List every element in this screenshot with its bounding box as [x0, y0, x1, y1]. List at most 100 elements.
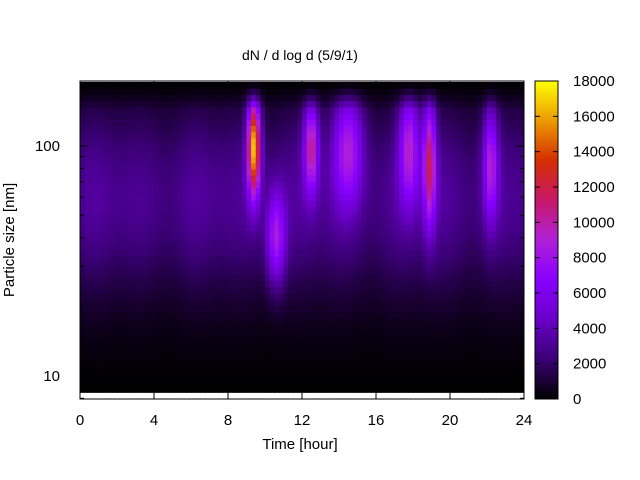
heatmap-cell — [343, 113, 349, 120]
heatmap-cell — [468, 379, 474, 387]
heatmap-cell — [251, 144, 257, 151]
heatmap-cell — [491, 162, 497, 170]
heatmap-cell — [487, 156, 493, 164]
heatmap-cell — [339, 323, 345, 331]
heatmap-cell — [172, 206, 178, 213]
heatmap-cell — [98, 268, 104, 275]
heatmap-cell — [218, 181, 224, 189]
heatmap-cell — [117, 199, 123, 207]
heatmap-cell — [491, 274, 497, 282]
heatmap-cell — [315, 175, 322, 182]
heatmap-cell — [440, 361, 446, 369]
heatmap-cell — [487, 243, 493, 251]
heatmap-cell — [163, 311, 169, 319]
heatmap-cell — [93, 237, 100, 244]
heatmap-cell — [408, 100, 414, 108]
heatmap-cell — [426, 255, 433, 263]
heatmap-cell — [292, 274, 298, 282]
heatmap-cell — [339, 336, 345, 344]
heatmap-cell — [283, 292, 289, 300]
heatmap-cell — [329, 274, 335, 282]
heatmap-cell — [431, 199, 437, 207]
heatmap-cell — [366, 106, 372, 114]
heatmap-cell — [163, 113, 169, 120]
heatmap-cell — [459, 181, 465, 189]
heatmap-cell — [195, 144, 201, 151]
heatmap-cell — [144, 230, 150, 238]
heatmap-cell — [477, 348, 483, 356]
heatmap-cell — [209, 144, 215, 151]
heatmap-cell — [204, 373, 211, 381]
heatmap-cell — [140, 106, 146, 114]
heatmap-cell — [260, 237, 266, 244]
heatmap-cell — [103, 81, 109, 89]
heatmap-cell — [107, 212, 113, 220]
heatmap-cell — [278, 292, 285, 300]
heatmap-cell — [357, 348, 363, 356]
heatmap-cell — [352, 336, 359, 344]
heatmap-cell — [487, 386, 493, 393]
heatmap-cell — [297, 94, 303, 102]
heatmap-cell — [422, 348, 428, 356]
heatmap-cell — [348, 336, 354, 344]
heatmap-cell — [255, 348, 261, 356]
heatmap-cell — [181, 175, 187, 182]
heatmap-cell — [283, 249, 289, 257]
heatmap-cell — [274, 230, 280, 238]
heatmap-cell — [117, 206, 123, 213]
heatmap-cell — [403, 379, 409, 387]
heatmap-cell — [413, 81, 419, 89]
heatmap-cell — [477, 336, 483, 344]
heatmap-cell — [93, 206, 100, 213]
heatmap-cell — [500, 156, 507, 164]
heatmap-cell — [325, 113, 331, 120]
heatmap-cell — [440, 243, 446, 251]
heatmap-cell — [445, 193, 451, 201]
heatmap-cell — [329, 386, 335, 393]
heatmap-cell — [237, 199, 243, 207]
heatmap-cell — [371, 243, 377, 251]
heatmap-cell — [228, 292, 234, 300]
heatmap-cell — [431, 330, 437, 337]
heatmap-cell — [505, 268, 511, 275]
heatmap-cell — [121, 94, 127, 102]
heatmap-cell — [403, 386, 409, 393]
heatmap-cell — [487, 206, 493, 213]
heatmap-cell — [380, 299, 386, 306]
heatmap-cell — [422, 94, 428, 102]
heatmap-cell — [144, 218, 150, 226]
heatmap-cell — [366, 243, 372, 251]
heatmap-cell — [228, 106, 234, 114]
heatmap-cell — [348, 230, 354, 238]
heatmap-cell — [84, 379, 90, 387]
heatmap-cell — [167, 292, 174, 300]
heatmap-cell — [380, 150, 386, 158]
heatmap-cell — [519, 286, 524, 294]
heatmap-cell — [112, 187, 118, 195]
heatmap-cell — [477, 286, 483, 294]
heatmap-cell — [329, 323, 335, 331]
heatmap-cell — [246, 113, 252, 120]
heatmap-cell — [274, 243, 280, 251]
heatmap-cell — [107, 119, 113, 127]
heatmap-cell — [163, 255, 169, 263]
heatmap-cell — [269, 119, 275, 127]
heatmap-cell — [422, 131, 428, 139]
heatmap-cell — [343, 106, 349, 114]
heatmap-cell — [93, 94, 100, 102]
heatmap-cell — [214, 243, 220, 251]
heatmap-cell — [510, 125, 516, 133]
heatmap-cell — [376, 88, 382, 95]
heatmap-cell — [214, 193, 220, 201]
heatmap-cell — [228, 386, 234, 393]
heatmap-cell — [93, 81, 100, 89]
heatmap-cell — [274, 305, 280, 313]
heatmap-cell — [149, 311, 155, 319]
heatmap-cell — [343, 237, 349, 244]
heatmap-cell — [98, 162, 104, 170]
heatmap-cell — [89, 218, 95, 226]
heatmap-cell — [371, 94, 377, 102]
heatmap-cell — [477, 144, 483, 151]
heatmap-cell — [149, 286, 155, 294]
heatmap-cell — [228, 280, 234, 288]
